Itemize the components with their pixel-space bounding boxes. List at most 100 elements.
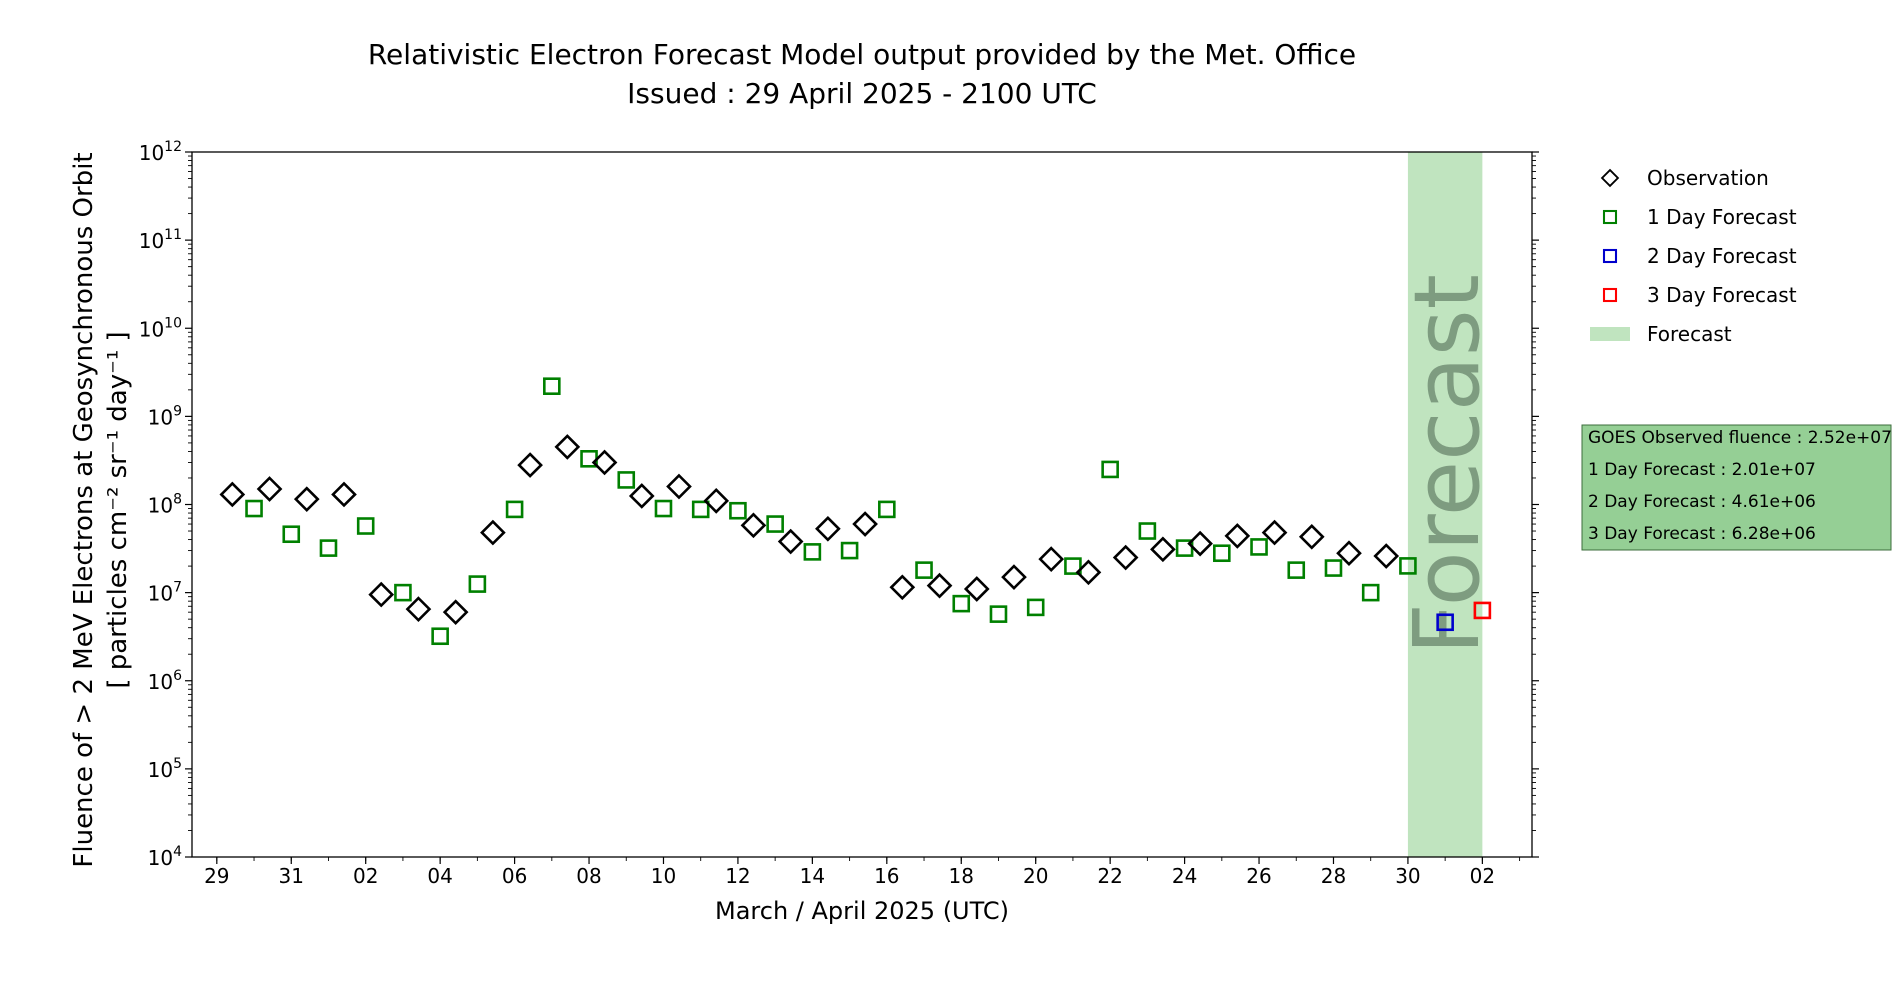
observation-point	[1373, 543, 1400, 569]
x-tick-label: 02	[353, 864, 378, 888]
x-tick-label: 28	[1321, 864, 1346, 888]
forecast-point	[245, 499, 263, 518]
y-tick-label: 104	[148, 844, 182, 870]
forecast-point	[1138, 522, 1157, 540]
forecast-point	[654, 499, 673, 518]
forecast-point	[1324, 559, 1343, 577]
forecast-point	[1287, 561, 1306, 579]
observation-point	[740, 512, 767, 539]
observation-point	[777, 528, 804, 555]
titles: Relativistic Electron Forecast Model out…	[368, 38, 1356, 110]
observation-point	[628, 483, 655, 509]
x-tick-label: 06	[502, 864, 527, 888]
plot-frame	[191, 151, 1533, 858]
legend-marker	[1602, 248, 1618, 264]
observation-point	[1224, 523, 1251, 549]
info-box-line: 2 Day Forecast : 4.61e+06	[1588, 492, 1816, 512]
x-tick-label: 22	[1097, 864, 1122, 888]
y-tick-label: 1011	[139, 227, 182, 253]
forecast-point	[1436, 613, 1454, 632]
observation-point	[1038, 546, 1065, 572]
x-tick-label: 04	[427, 864, 452, 888]
observation-point	[368, 581, 395, 608]
forecast-point	[1361, 583, 1380, 602]
y-axis-label: Fluence of > 2 MeV Electrons at Geosynch…	[69, 152, 133, 867]
forecast-point	[1250, 538, 1268, 556]
observation-point	[1298, 523, 1325, 550]
forecast-band	[1407, 152, 1483, 857]
observation-point	[1112, 544, 1139, 571]
legend-label: Observation	[1647, 166, 1769, 190]
legend-label: 1 Day Forecast	[1647, 205, 1797, 229]
y-tick-label: 108	[148, 492, 182, 518]
observation-point	[1150, 536, 1176, 563]
forecast-point	[803, 543, 822, 561]
forecast-point	[766, 515, 784, 533]
forecast-point	[691, 500, 710, 519]
forecast-point	[505, 500, 524, 519]
forecast-point	[989, 605, 1008, 623]
forecast-point	[1026, 598, 1045, 617]
y-tick-label: 1010	[139, 315, 182, 341]
y-axis-label-line2: [ particles cm⁻² sr⁻¹ day⁻¹ ]	[103, 331, 133, 688]
observation-point	[1336, 540, 1362, 567]
x-tick-label: 02	[1470, 864, 1495, 888]
x-tick-label: 29	[204, 864, 229, 888]
info-box-line: 3 Day Forecast : 6.28e+06	[1588, 524, 1816, 544]
y-tick-label: 106	[148, 668, 182, 694]
forecast-point	[840, 541, 859, 560]
x-tick-label: 30	[1395, 864, 1420, 888]
forecast-point	[543, 377, 561, 395]
forecast-point	[1473, 601, 1492, 620]
data-marks-layer	[219, 377, 1492, 646]
x-tick-label: 24	[1172, 864, 1197, 888]
forecast-point	[431, 627, 449, 646]
y-axis-label-line1: Fluence of > 2 MeV Electrons at Geosynch…	[69, 152, 99, 867]
observation-point	[666, 473, 692, 500]
observation-point	[405, 596, 432, 622]
observation-point	[591, 449, 618, 476]
observation-point	[815, 515, 841, 542]
info-box-line: 1 Day Forecast : 2.01e+07	[1588, 460, 1816, 480]
forecast-point	[282, 525, 301, 544]
x-tick-label: 20	[1023, 864, 1048, 888]
observation-point	[1075, 559, 1102, 586]
y-tick-label: 1012	[139, 139, 182, 165]
observation-point	[1187, 530, 1213, 557]
forecast-band-layer: Forecast	[1395, 152, 1500, 857]
chart-title: Relativistic Electron Forecast Model out…	[368, 38, 1356, 71]
forecast-point	[468, 575, 487, 593]
observation-point	[1001, 564, 1027, 590]
forecast-point	[729, 501, 747, 520]
forecast-point	[915, 561, 933, 579]
forecast-point	[356, 517, 375, 535]
legend-label: Forecast	[1647, 322, 1732, 346]
info-box-line: GOES Observed fluence : 2.52e+07	[1588, 428, 1892, 448]
y-tick-label: 105	[148, 756, 182, 782]
forecast-point	[878, 500, 896, 519]
x-tick-label: 31	[279, 864, 304, 888]
observation-point	[331, 481, 357, 508]
x-tick-label: 26	[1246, 864, 1271, 888]
legend-marker	[1600, 168, 1620, 188]
observation-point	[926, 572, 953, 599]
x-tick-label: 10	[651, 864, 676, 888]
x-tick-label: 08	[576, 864, 601, 888]
chart-subtitle: Issued : 29 April 2025 - 2100 UTC	[627, 77, 1097, 110]
x-tick-label: 18	[949, 864, 974, 888]
x-tick-label: 12	[725, 864, 750, 888]
legend-marker	[1602, 209, 1618, 225]
forecast-point	[1064, 557, 1082, 575]
observation-point	[442, 599, 469, 626]
info-box-background	[1581, 424, 1892, 551]
forecast-point	[1399, 557, 1417, 575]
observation-point	[256, 476, 283, 502]
legend-swatch	[1590, 327, 1630, 341]
y-tick-label: 109	[148, 403, 182, 429]
observation-point	[480, 519, 506, 546]
forecast-point	[1213, 544, 1231, 563]
x-axis-label: March / April 2025 (UTC)	[715, 897, 1009, 925]
forecast-point	[1101, 460, 1119, 479]
